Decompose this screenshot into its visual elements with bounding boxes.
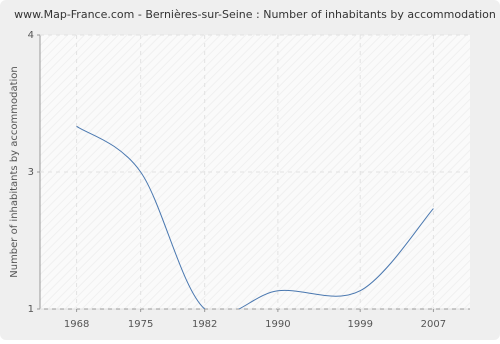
x-tick-label: 1999 <box>347 319 372 330</box>
y-tick-label: 3 <box>28 167 34 178</box>
chart-title: www.Map-France.com - Bernières-sur-Seine… <box>14 8 496 21</box>
plot-hatch <box>40 35 470 309</box>
x-tick-label: 2007 <box>421 319 446 330</box>
x-tick-label: 1968 <box>64 319 89 330</box>
y-tick-label: 4 <box>28 30 34 41</box>
y-tick-label: 1 <box>28 304 34 315</box>
line <box>76 125 434 309</box>
x-tick-label: 1982 <box>192 319 217 330</box>
y-axis-label: Number of inhabitants by accommodation <box>9 66 20 278</box>
x-tick-label: 1975 <box>128 319 153 330</box>
x-tick-label: 1990 <box>265 319 290 330</box>
